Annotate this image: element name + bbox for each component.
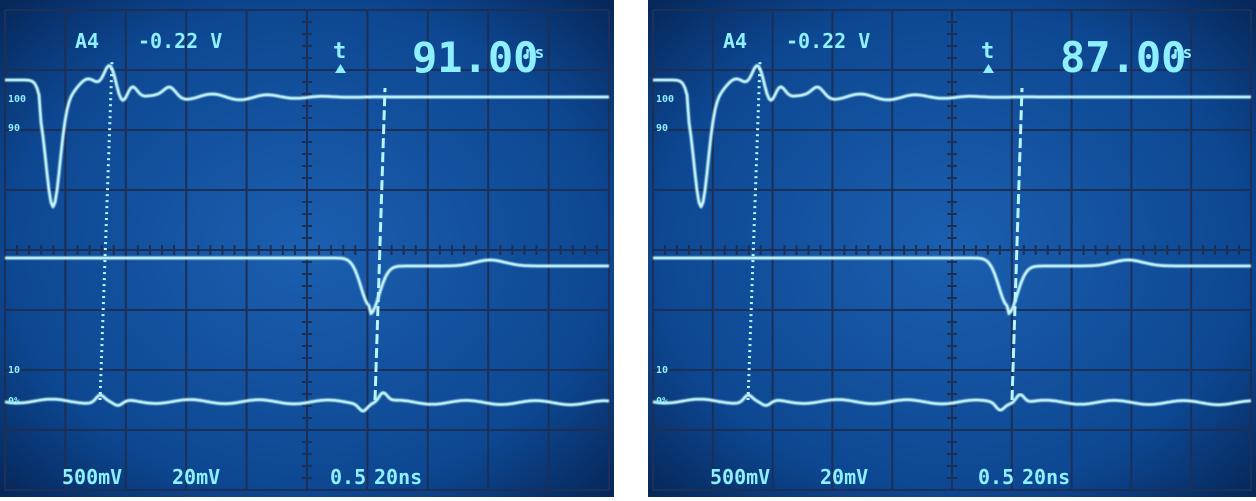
waveform <box>653 64 1251 209</box>
bottom-label: 20ns <box>374 465 422 489</box>
cursor-line <box>373 87 387 401</box>
scale-label: 100 <box>8 94 26 105</box>
scope-screen: A4 -0.22 V t 87.00 ns 100 90 10 0% 500mV 20mV 0.5 20… <box>648 0 1256 497</box>
scope-screen: A4 -0.22 V t 91.00 ns 100 90 10 0% 500mV 20mV 0.5 20… <box>0 0 614 497</box>
voltage-readout: -0.22 V <box>786 29 870 53</box>
time-unit: ns <box>1173 43 1192 62</box>
cursor-line <box>1010 87 1024 401</box>
time-readout: 87.00 <box>1060 33 1186 82</box>
time-unit: ns <box>525 43 544 62</box>
waveform <box>653 256 1251 316</box>
waveform <box>652 393 1252 412</box>
scale-label: 0% <box>8 396 20 407</box>
waveform <box>4 391 610 413</box>
delta-symbol: t <box>981 39 994 64</box>
scale-label: 90 <box>8 123 20 134</box>
bottom-label: 0.5 <box>978 465 1014 489</box>
scale-label: 100 <box>656 94 674 105</box>
waveform <box>5 256 609 316</box>
bottom-label: 0.5 <box>330 465 366 489</box>
bottom-label: 20ns <box>1022 465 1070 489</box>
scale-label: 90 <box>656 123 668 134</box>
bottom-label: 20mV <box>820 465 868 489</box>
scale-label: 10 <box>8 365 20 376</box>
cursor-line <box>98 61 114 401</box>
voltage-readout: -0.22 V <box>138 29 222 53</box>
cursor-line <box>746 61 762 401</box>
channel-label: A4 <box>75 29 99 53</box>
delta-triangle <box>983 64 994 73</box>
bottom-label: 20mV <box>172 465 220 489</box>
delta-symbol: t <box>333 39 346 64</box>
waveform <box>5 64 609 209</box>
scale-label: 10 <box>656 365 668 376</box>
scale-label: 0% <box>656 396 668 407</box>
channel-label: A4 <box>723 29 747 53</box>
time-readout: 91.00 <box>412 33 538 82</box>
bottom-label: 500mV <box>62 465 122 489</box>
delta-triangle <box>335 64 346 73</box>
bottom-label: 500mV <box>710 465 770 489</box>
